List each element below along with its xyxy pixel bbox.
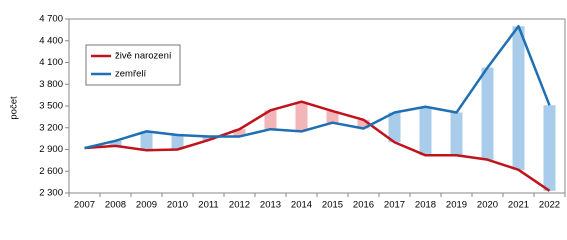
difference-bar xyxy=(140,131,153,151)
series-line xyxy=(84,100,551,192)
x-tick-label: 2015 xyxy=(322,200,343,211)
y-tick-label: 3 800 xyxy=(39,79,63,90)
difference-bar xyxy=(295,101,308,132)
x-tick-label: 2008 xyxy=(105,200,126,211)
chart: počet 2 300 2 600 2 900 3 200 3 500 3 800 4 10… xyxy=(0,0,567,229)
x-tick-label: 2021 xyxy=(508,200,529,211)
x-tick-label: 2012 xyxy=(229,200,250,211)
y-tick-label: 3 200 xyxy=(39,122,63,133)
x-tick-label: 2013 xyxy=(260,200,281,211)
x-tick-label: 2014 xyxy=(291,200,312,211)
x-tick-label: 2016 xyxy=(353,200,374,211)
difference-bar xyxy=(481,67,494,160)
x-tick-label: 2010 xyxy=(167,200,188,211)
x-tick-label: 2020 xyxy=(477,200,498,211)
difference-bar xyxy=(543,105,556,191)
y-tick-label: 4 700 xyxy=(39,14,63,25)
difference-bar xyxy=(233,129,246,137)
y-tick-label: 4 100 xyxy=(39,57,63,68)
legend-box xyxy=(85,44,181,86)
y-tick-label: 3 500 xyxy=(39,101,63,112)
x-tick-label: 2019 xyxy=(446,200,467,211)
difference-bar xyxy=(450,112,463,156)
x-tick-label: 2022 xyxy=(539,200,560,211)
difference-bar xyxy=(512,26,525,170)
difference-bar xyxy=(326,111,339,123)
legend-label: zemřelí xyxy=(115,69,147,80)
difference-bar xyxy=(388,112,401,143)
y-axis-label: počet xyxy=(9,96,20,120)
legend-label: živě narození xyxy=(115,51,172,62)
y-tick-label: 2 900 xyxy=(39,144,63,155)
x-tick-label: 2017 xyxy=(384,200,405,211)
difference-bar xyxy=(109,140,122,146)
x-tick-label: 2007 xyxy=(74,200,95,211)
y-tick-label: 2 300 xyxy=(39,188,63,199)
x-tick-label: 2011 xyxy=(198,200,218,211)
x-tick-label: 2018 xyxy=(415,200,436,211)
background xyxy=(0,0,567,229)
y-tick-label: 4 400 xyxy=(39,35,63,46)
x-tick-label: 2009 xyxy=(136,200,157,211)
difference-bar xyxy=(202,136,215,141)
difference-bar xyxy=(419,106,432,156)
series-line xyxy=(84,25,551,150)
y-tick-label: 2 600 xyxy=(39,166,63,177)
difference-bar xyxy=(357,119,370,129)
difference-bar xyxy=(264,110,277,130)
difference-bar xyxy=(171,135,184,150)
